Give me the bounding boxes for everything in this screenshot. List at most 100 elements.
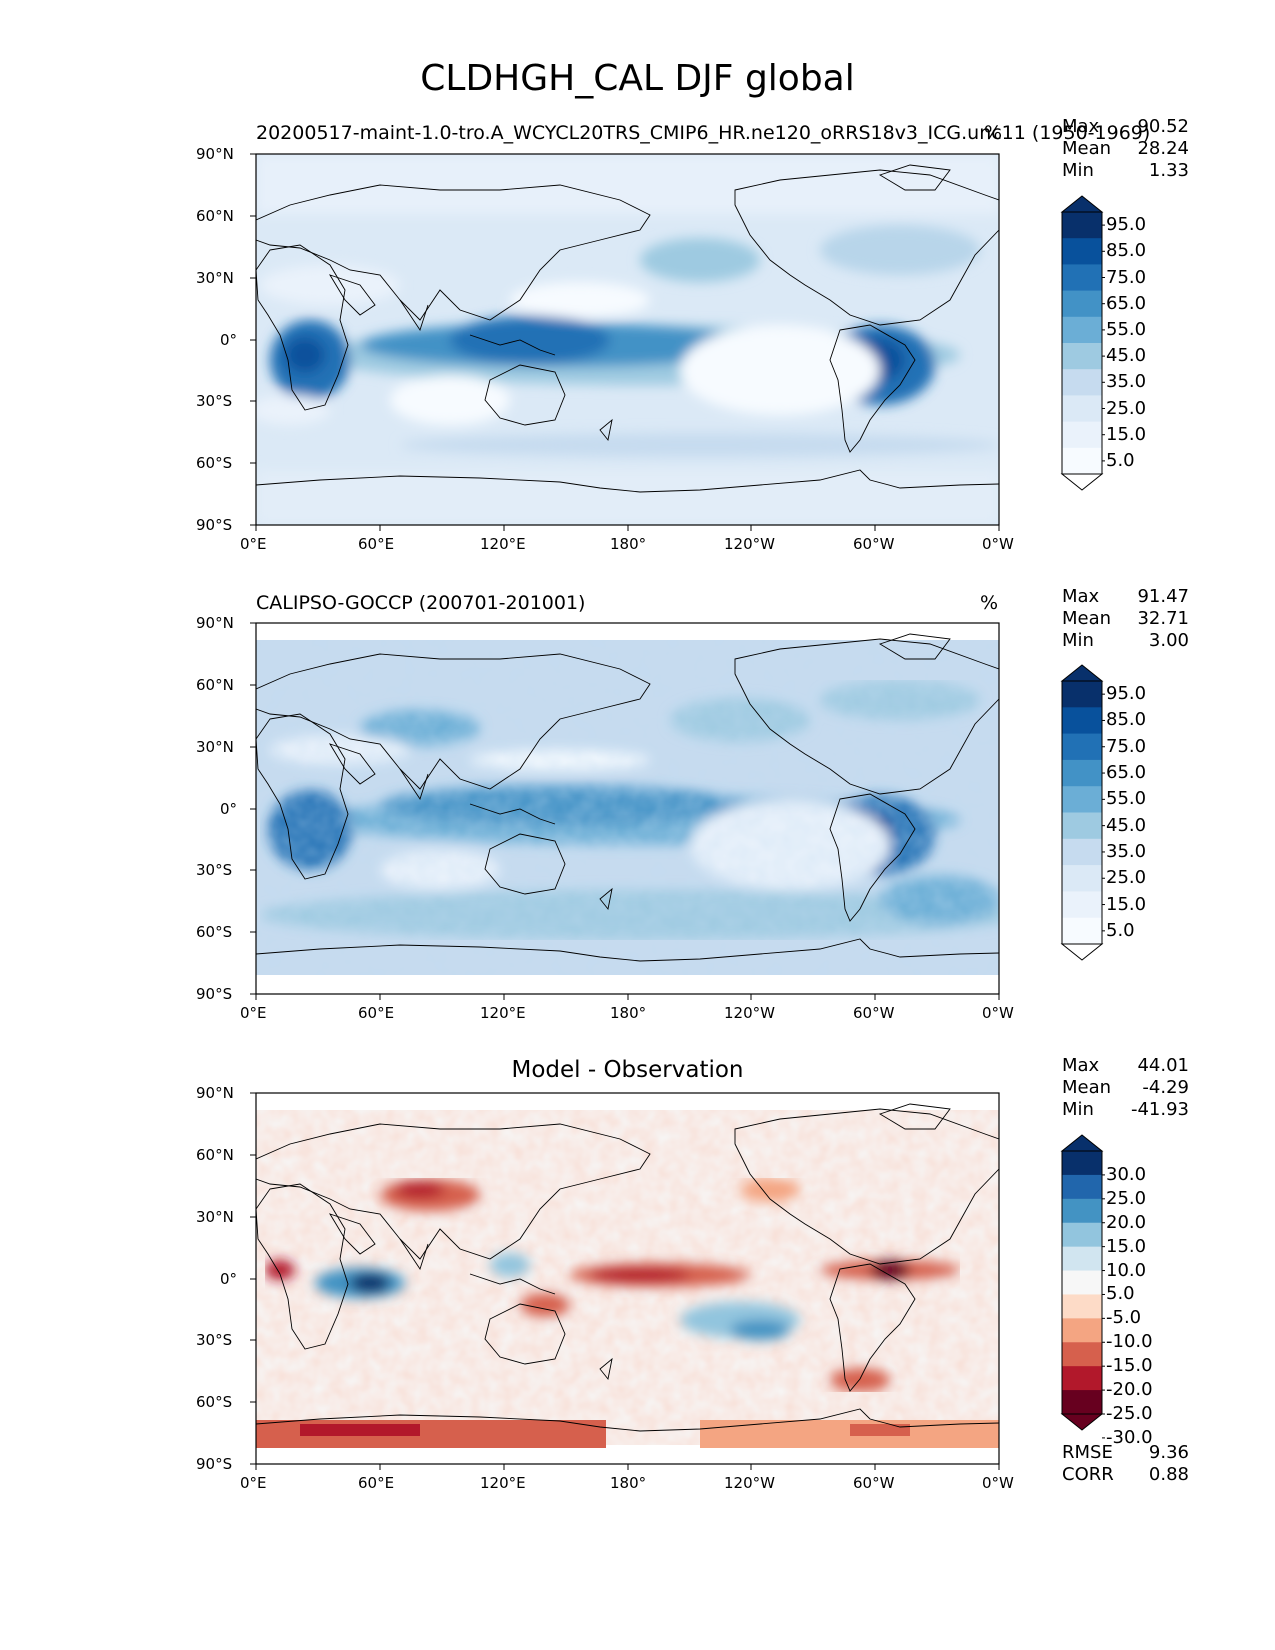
colorbar-extend-over <box>1060 664 1104 682</box>
colorbar-swatch <box>1062 343 1102 370</box>
p3-lon-tick: 60°W <box>853 1474 895 1492</box>
colorbar-tick-label: 85.0 <box>1106 709 1147 731</box>
colorbar-swatch <box>1062 681 1102 708</box>
colorbar-tick-label: -25.0 <box>1106 1403 1153 1424</box>
panel-1-mean-label: Mean <box>1062 138 1112 159</box>
p2-lon-tick: 120°E <box>480 1004 526 1022</box>
p1-lon-tick: 180° <box>610 535 647 553</box>
colorbar-border <box>1061 1150 1103 1415</box>
colorbar-tick-label: 95.0 <box>1106 214 1147 236</box>
colorbar-swatch <box>1062 1198 1102 1224</box>
panel-2-mean-label: Mean <box>1062 608 1112 629</box>
panel-3-mean-value: -4.29 <box>1142 1077 1189 1098</box>
p2-lon-tick: 60°E <box>358 1004 395 1022</box>
colorbar-tick-label: 25.0 <box>1106 867 1147 889</box>
p2-lat-tick: 60°S <box>196 923 233 941</box>
colorbar-swatch <box>1062 447 1102 475</box>
corr-value: 0.88 <box>1148 1464 1189 1485</box>
colorbar-tick-label: 5.0 <box>1106 449 1135 471</box>
map-3-coastlines <box>256 1103 999 1432</box>
p1-lat-tick: 90°S <box>196 516 233 534</box>
colorbar-swatch <box>1062 421 1102 449</box>
p1-lon-tick: 0°W <box>982 535 1014 553</box>
panel-2-left-title: CALIPSO-GOCCP (200701-201001) <box>256 592 586 614</box>
corr-label: CORR <box>1062 1464 1114 1485</box>
p2-lat-tick: 90°S <box>196 985 233 1003</box>
colorbar-tick-label: 45.0 <box>1106 345 1147 367</box>
panel-2-mean-value: 32.71 <box>1137 608 1189 629</box>
colorbar-tick-label: 95.0 <box>1106 683 1147 705</box>
p3-lon-tick: 0°W <box>982 1474 1014 1492</box>
rmse-value: 9.36 <box>1148 1442 1189 1463</box>
p3-lat-tick: 90°N <box>196 1084 234 1102</box>
p3-lon-tick: 120°E <box>480 1474 526 1492</box>
colorbar-border <box>1061 211 1103 475</box>
colorbar-swatch <box>1062 917 1102 945</box>
colorbar-tick-label: -30.0 <box>1106 1426 1153 1448</box>
colorbar-swatch <box>1062 891 1102 919</box>
colorbar-swatch <box>1062 369 1102 396</box>
colorbar-tick-label: -15.0 <box>1106 1355 1153 1377</box>
p1-lon-tick: 120°W <box>724 535 775 553</box>
colorbar-swatch <box>1062 212 1102 239</box>
colorbar-swatch <box>1062 838 1102 866</box>
p3-lat-tick: 30°N <box>196 1208 234 1226</box>
colorbar-tick-label: 25.0 <box>1106 397 1147 419</box>
colorbar-extend-over <box>1060 195 1104 213</box>
panel-1-max-label: Max <box>1062 116 1100 137</box>
colorbar-swatch <box>1062 238 1102 265</box>
p1-lat-tick: 90°N <box>196 145 234 163</box>
colorbar-extend-under <box>1060 473 1104 491</box>
colorbar-tick-label: 15.0 <box>1106 1235 1147 1257</box>
colorbar-swatch <box>1062 1174 1102 1200</box>
p3-lon-tick: 120°W <box>724 1474 775 1492</box>
colorbar-swatch <box>1062 316 1102 344</box>
panel-2-units: % <box>980 592 999 614</box>
colorbar-tick-label: 20.0 <box>1106 1211 1147 1233</box>
p1-lon-tick: 0°E <box>240 535 267 553</box>
colorbar-extend-under <box>1060 943 1104 961</box>
colorbar-tick-label: -20.0 <box>1106 1379 1153 1401</box>
colorbar-tick-label: 10.0 <box>1106 1259 1147 1281</box>
colorbar-extend-over <box>1060 1134 1104 1152</box>
p3-lon-tick: 0°E <box>240 1474 267 1492</box>
colorbar-tick-label: 75.0 <box>1106 735 1147 757</box>
panel-1-max-value: 90.52 <box>1137 116 1189 137</box>
colorbar-tick-label: 55.0 <box>1106 318 1147 340</box>
panel-3-min-label: Min <box>1062 1099 1094 1120</box>
p3-lat-tick: 90°S <box>196 1455 233 1473</box>
p3-lon-tick: 60°E <box>358 1474 395 1492</box>
map-1-field <box>256 154 999 525</box>
p1-lon-tick: 120°E <box>480 535 526 553</box>
figure-title: CLDHGH_CAL DJF global <box>420 58 855 99</box>
map-3-field <box>256 1093 999 1464</box>
p1-lat-tick: 0° <box>220 331 238 349</box>
colorbar-tick-label: 25.0 <box>1106 1187 1147 1209</box>
colorbar-swatch <box>1062 1390 1102 1415</box>
panel-2-min-value: 3.00 <box>1148 630 1189 651</box>
p2-lon-tick: 180° <box>610 1004 647 1022</box>
colorbar-tick-label: 65.0 <box>1106 292 1147 314</box>
colorbar-tick-label: 15.0 <box>1106 893 1147 915</box>
colorbar-swatch <box>1062 759 1102 787</box>
colorbar-border <box>1061 680 1103 945</box>
panel-1-left-title: 20200517-maint-1.0-tro.A_WCYCL20TRS_CMIP… <box>256 122 1151 144</box>
colorbar-swatch <box>1062 1151 1102 1176</box>
colorbar-tick-label: 35.0 <box>1106 840 1147 862</box>
map-2-coastlines <box>256 633 999 962</box>
p1-lat-tick: 60°S <box>196 454 233 472</box>
panel-3-center-title: Model - Observation <box>511 1057 744 1083</box>
p3-lon-tick: 180° <box>610 1474 647 1492</box>
colorbar-swatch <box>1062 707 1102 735</box>
panel-3-mean-label: Mean <box>1062 1077 1112 1098</box>
panel-1-min-label: Min <box>1062 160 1094 181</box>
p2-lat-tick: 30°N <box>196 738 234 756</box>
colorbar-swatch <box>1062 1294 1102 1319</box>
map-1-coastlines <box>256 164 999 493</box>
colorbar-tick-label: 85.0 <box>1106 240 1147 262</box>
tick-marks <box>250 153 1000 1470</box>
colorbar-tick-label: -10.0 <box>1106 1331 1153 1353</box>
panel-3-min-value: -41.93 <box>1130 1099 1189 1120</box>
panel-2-max-value: 91.47 <box>1137 586 1189 607</box>
